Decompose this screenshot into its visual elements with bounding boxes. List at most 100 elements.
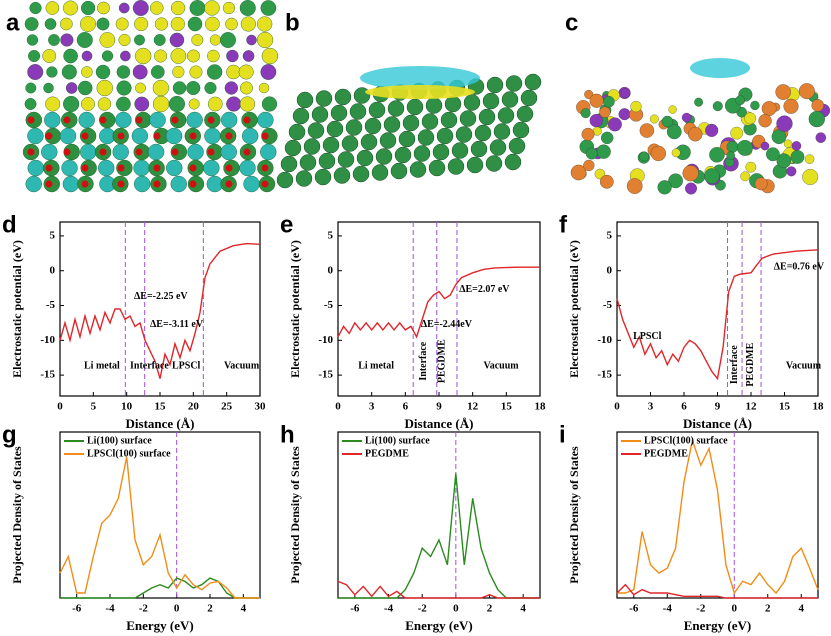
atom-core [189,180,197,188]
atom [204,81,217,95]
y-tick-label: -5 [46,299,56,311]
panel-label: g [2,421,17,448]
atom [154,17,169,31]
atom-core [153,164,161,172]
atom [299,154,317,171]
atom [118,2,130,14]
atom [25,175,42,193]
atom [421,113,439,130]
atom-core [261,132,269,140]
x-tick-label: 15 [501,401,513,413]
atom [45,1,60,15]
y-tick-label: -15 [597,369,612,381]
atom [440,111,458,129]
atom [620,88,631,99]
atom [520,89,538,107]
atom [189,65,203,79]
atom [754,177,768,191]
atom [379,132,397,149]
atom [207,49,220,63]
x-tick-label: 4 [241,603,247,615]
atom [607,117,622,132]
atom [603,95,615,108]
atom [704,168,720,184]
atom [165,127,183,145]
data-line [59,456,260,599]
atom [45,96,61,112]
atom [260,0,277,16]
x-tick-label: 0 [614,401,620,413]
atom [61,159,78,177]
atom-core [261,180,269,188]
legend-label: LPSCl(100) surface [644,435,728,446]
x-tick-label: 2 [765,603,771,615]
atom [261,96,278,112]
y-axis-label: Electrostatic potential (eV) [288,240,302,378]
atom [288,123,306,141]
atom [804,154,815,164]
atom [455,126,473,143]
x-tick-label: 0 [453,603,459,615]
annotation: PEGDME [745,342,756,386]
atom [220,32,236,48]
x-tick-label: 9 [715,401,721,413]
atom [25,82,37,94]
atom [112,143,129,161]
x-tick-label: -2 [139,603,149,615]
atom-core [189,132,197,140]
x-tick-label: 6 [681,401,687,413]
atom [135,82,146,94]
x-tick-label: 30 [255,401,267,413]
atom [596,144,611,159]
data-line [616,583,818,599]
atom [798,83,815,100]
charge-cloud [690,58,750,78]
y-tick-label: -10 [318,334,333,346]
atom [436,127,454,145]
atom [186,111,203,129]
atom [666,124,682,140]
atom [802,168,819,185]
atom-core [27,116,35,124]
atom [61,64,77,80]
y-axis-label: Projected Density of States [567,446,581,584]
annotation: ΔE=-2.25 eV [134,291,188,302]
atom-core [225,164,233,172]
atom [150,65,165,79]
atom [260,143,277,161]
atom-core [243,148,251,156]
annotation: LPSCl [633,331,662,342]
annotation: Interface [418,341,429,380]
x-tick-label: 18 [535,401,547,413]
atom [761,101,777,116]
atom [589,93,604,108]
atom [345,119,363,136]
atom [337,151,355,168]
atom [307,122,325,139]
atom [133,175,151,193]
atom [425,97,443,114]
atom [77,80,93,96]
atom [292,107,310,125]
x-tick-label: 2 [487,603,493,615]
x-axis-label: Distance (Å) [126,416,195,431]
atom-core [81,132,89,140]
atom [451,142,469,159]
atom [685,182,697,195]
atom-core [171,148,179,156]
atom-core [81,180,89,188]
atom [203,159,220,177]
atom [398,130,416,148]
atom [152,79,169,97]
atom [149,1,164,15]
legend-label: LPSCl(100) surface [87,448,171,459]
x-axis-label: Energy (eV) [684,618,752,633]
atom [584,89,594,99]
atom [744,112,757,125]
atom [79,143,97,161]
atom [134,96,150,112]
annotation: ΔE=-3.11 eV [150,319,204,330]
atom [618,108,631,121]
atom [657,180,672,195]
